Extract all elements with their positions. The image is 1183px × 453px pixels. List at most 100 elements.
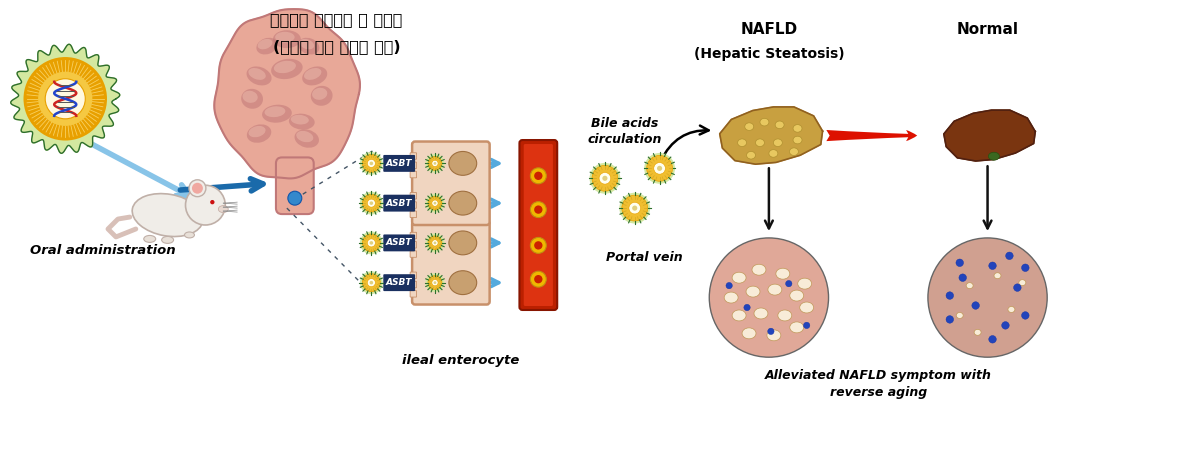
Circle shape — [927, 238, 1047, 357]
Ellipse shape — [774, 139, 782, 146]
Circle shape — [360, 271, 383, 294]
Ellipse shape — [448, 151, 477, 175]
Ellipse shape — [956, 313, 963, 318]
Ellipse shape — [778, 310, 791, 321]
Ellipse shape — [732, 272, 746, 283]
Polygon shape — [214, 9, 360, 178]
Ellipse shape — [790, 322, 803, 333]
Circle shape — [369, 241, 373, 245]
Circle shape — [434, 281, 437, 284]
Circle shape — [972, 302, 980, 309]
Ellipse shape — [296, 131, 313, 142]
Polygon shape — [719, 107, 822, 164]
FancyBboxPatch shape — [411, 291, 416, 297]
Text: Portal vein: Portal vein — [607, 251, 683, 264]
Circle shape — [622, 195, 647, 221]
Ellipse shape — [271, 59, 303, 79]
Circle shape — [589, 163, 620, 194]
Text: NAFLD: NAFLD — [741, 22, 797, 37]
Circle shape — [426, 273, 445, 292]
FancyBboxPatch shape — [412, 221, 490, 304]
Circle shape — [647, 155, 672, 181]
Circle shape — [368, 159, 375, 168]
Ellipse shape — [302, 67, 328, 86]
Ellipse shape — [274, 61, 296, 73]
Circle shape — [432, 160, 438, 167]
Circle shape — [428, 276, 442, 289]
Circle shape — [530, 168, 547, 184]
Ellipse shape — [974, 329, 981, 335]
Circle shape — [645, 153, 675, 184]
Text: ASBT: ASBT — [386, 278, 413, 287]
Ellipse shape — [967, 283, 974, 289]
FancyBboxPatch shape — [276, 158, 313, 214]
Circle shape — [434, 162, 437, 165]
Ellipse shape — [246, 67, 272, 86]
FancyBboxPatch shape — [383, 274, 415, 291]
Circle shape — [287, 191, 302, 205]
Ellipse shape — [248, 68, 266, 80]
Circle shape — [186, 185, 225, 225]
FancyBboxPatch shape — [411, 251, 416, 257]
FancyBboxPatch shape — [411, 171, 416, 178]
Circle shape — [956, 259, 963, 266]
Circle shape — [362, 154, 380, 172]
Ellipse shape — [746, 286, 759, 297]
Circle shape — [530, 202, 547, 217]
Ellipse shape — [295, 129, 319, 148]
Circle shape — [428, 196, 442, 210]
Circle shape — [189, 180, 206, 197]
Circle shape — [368, 279, 375, 287]
Circle shape — [38, 72, 92, 126]
Circle shape — [1022, 312, 1029, 319]
FancyBboxPatch shape — [411, 211, 416, 217]
Ellipse shape — [241, 89, 263, 109]
Ellipse shape — [775, 121, 784, 129]
Circle shape — [620, 193, 651, 223]
Ellipse shape — [243, 91, 258, 103]
Text: Bile acids
circulation: Bile acids circulation — [588, 117, 662, 146]
Circle shape — [530, 237, 547, 253]
Circle shape — [362, 234, 380, 252]
Ellipse shape — [767, 330, 781, 341]
Circle shape — [432, 280, 438, 286]
Circle shape — [432, 240, 438, 246]
FancyBboxPatch shape — [411, 162, 416, 169]
Circle shape — [426, 154, 445, 173]
Text: (Hepatic Steatosis): (Hepatic Steatosis) — [693, 47, 845, 61]
Circle shape — [368, 239, 375, 247]
Ellipse shape — [742, 328, 756, 339]
Circle shape — [434, 202, 437, 205]
FancyBboxPatch shape — [411, 153, 416, 159]
Text: ileal enterocyte: ileal enterocyte — [402, 354, 519, 366]
Ellipse shape — [746, 151, 756, 159]
FancyBboxPatch shape — [411, 241, 416, 248]
Ellipse shape — [448, 191, 477, 215]
Circle shape — [428, 236, 442, 250]
Circle shape — [535, 205, 543, 214]
Ellipse shape — [793, 136, 802, 144]
Ellipse shape — [162, 236, 174, 243]
Circle shape — [426, 233, 445, 252]
Circle shape — [592, 165, 618, 191]
Ellipse shape — [248, 126, 265, 137]
Ellipse shape — [724, 292, 738, 303]
FancyBboxPatch shape — [524, 144, 552, 306]
Circle shape — [211, 200, 214, 204]
Circle shape — [535, 241, 543, 250]
Ellipse shape — [769, 149, 778, 157]
FancyBboxPatch shape — [411, 272, 416, 279]
FancyBboxPatch shape — [383, 155, 415, 172]
Circle shape — [426, 194, 445, 212]
Circle shape — [434, 241, 437, 244]
Circle shape — [1014, 284, 1021, 291]
Ellipse shape — [1019, 280, 1026, 286]
Circle shape — [629, 202, 640, 214]
Ellipse shape — [752, 264, 765, 275]
Text: ASBT: ASBT — [386, 159, 413, 168]
Text: Oral administration: Oral administration — [31, 244, 176, 257]
Circle shape — [599, 173, 610, 184]
Circle shape — [1002, 322, 1009, 329]
Circle shape — [535, 172, 543, 180]
Ellipse shape — [273, 30, 300, 48]
